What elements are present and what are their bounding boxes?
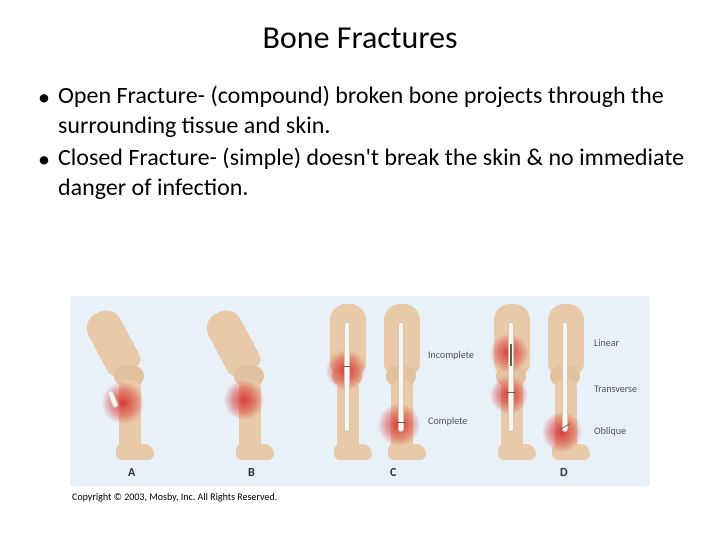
panel-b-leg [226,304,274,472]
panel-letter-d: D [560,466,568,480]
panel-a-leg [106,304,154,472]
label-incomplete: Incomplete [428,348,474,361]
bullet-marker: • [38,143,58,175]
list-item: • Closed Fracture- (simple) doesn't brea… [38,143,702,203]
label-transverse: Transverse [594,382,637,395]
copyright-text: Copyright © 2003, Mosby, Inc. All Rights… [72,490,277,503]
panel-letter-c: C [390,466,396,480]
label-oblique: Oblique [594,424,626,437]
panel-c-leg-1 [324,304,372,472]
bullet-text: Open Fracture- (compound) broken bone pr… [58,81,702,141]
panel-letter-a: A [128,466,135,480]
panel-letter-b: B [248,466,255,480]
panel-d-leg-1 [488,304,536,472]
fracture-figure: A B Incomplete [70,296,650,486]
panel-c-leg-2 [378,304,426,472]
label-complete: Complete [428,414,467,427]
bullet-list: • Open Fracture- (compound) broken bone … [0,81,720,203]
page-title: Bone Fractures [0,0,720,81]
label-linear: Linear [594,336,619,349]
bullet-text: Closed Fracture- (simple) doesn't break … [58,143,702,203]
list-item: • Open Fracture- (compound) broken bone … [38,81,702,141]
bullet-marker: • [38,81,58,113]
panel-d-leg-2 [542,304,590,472]
